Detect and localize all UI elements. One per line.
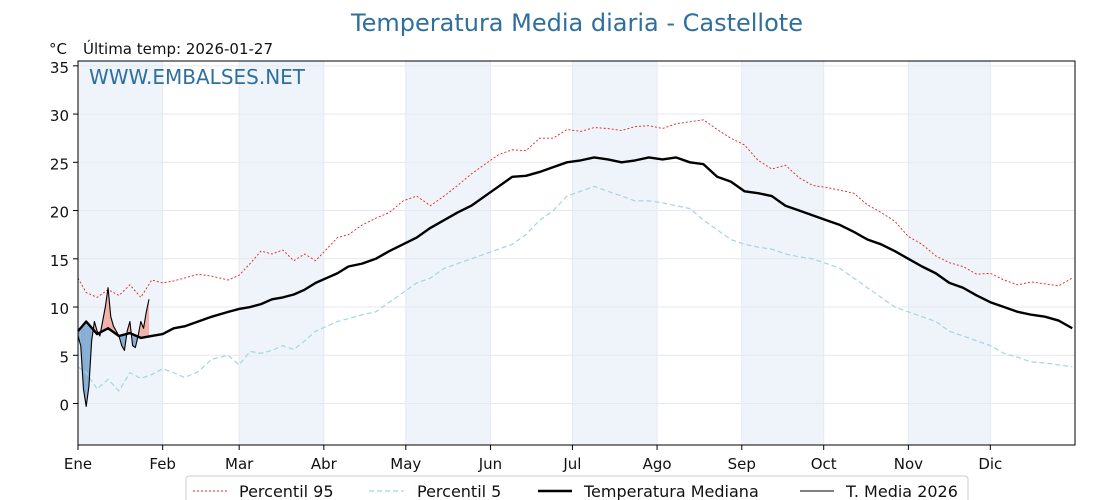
- fill-below-median: [83, 321, 87, 407]
- series-line-3: [77, 287, 150, 407]
- x-tick-label: Sep: [728, 455, 756, 473]
- y-tick-label: 20: [50, 204, 69, 222]
- chart-title: Temperatura Media diaria - Castellote: [350, 9, 803, 37]
- month-band: [908, 61, 991, 445]
- series-line-2: [77, 156, 1073, 340]
- fill-above-median: [105, 287, 109, 330]
- x-tick-label: Jul: [562, 455, 581, 473]
- fill-above-median: [140, 321, 144, 338]
- y-tick-label: 5: [59, 348, 69, 366]
- fill-below-median: [132, 334, 136, 348]
- last-temp-label: Última temp: 2026-01-27: [83, 39, 273, 58]
- y-tick-label: 30: [50, 107, 69, 125]
- legend: Percentil 95 Percentil 5 Temperatura Med…: [185, 475, 969, 500]
- x-tick-label: Oct: [811, 455, 837, 473]
- x-tick-label: May: [390, 455, 421, 473]
- plot-frame: [77, 60, 1076, 446]
- series-line-1: [77, 185, 1073, 392]
- month-band: [405, 61, 491, 445]
- legend-label-median: Temperatura Mediana: [583, 482, 759, 500]
- legend-label-2026: T. Media 2026: [845, 482, 958, 500]
- y-axis-ticks: 0 5 10 15 20 25 30 35: [50, 59, 78, 415]
- series-lines: [77, 119, 1073, 407]
- grid-lines: [77, 61, 1075, 445]
- watermark: WWW.EMBALSES.NET: [89, 65, 306, 89]
- month-band: [741, 61, 824, 445]
- x-tick-label: Dic: [978, 455, 1002, 473]
- y-tick-label: 10: [50, 300, 69, 318]
- fill-below-median: [86, 321, 89, 407]
- x-tick-label: Ene: [64, 455, 92, 473]
- legend-label-p5: Percentil 5: [417, 482, 501, 500]
- month-band: [78, 61, 163, 445]
- month-bands: [78, 61, 991, 445]
- x-tick-label: Nov: [894, 455, 923, 473]
- x-tick-label: Mar: [225, 455, 254, 473]
- y-tick-label: 35: [50, 59, 69, 77]
- x-tick-label: Abr: [311, 455, 338, 473]
- x-axis-ticks: Ene Feb Mar Abr May Jun Jul Ago Sep Oct Nov Dic: [64, 445, 1002, 473]
- y-tick-label: 25: [50, 155, 69, 173]
- y-tick-label: 0: [59, 397, 69, 415]
- unit-label: °C: [49, 40, 67, 58]
- y-tick-label: 15: [50, 252, 69, 270]
- month-band: [239, 61, 324, 445]
- x-tick-label: Ago: [643, 455, 672, 473]
- legend-label-p95: Percentil 95: [239, 482, 334, 500]
- month-band: [572, 61, 658, 445]
- x-tick-label: Jun: [478, 455, 502, 473]
- legend-box: [185, 475, 969, 500]
- x-tick-label: Feb: [149, 455, 176, 473]
